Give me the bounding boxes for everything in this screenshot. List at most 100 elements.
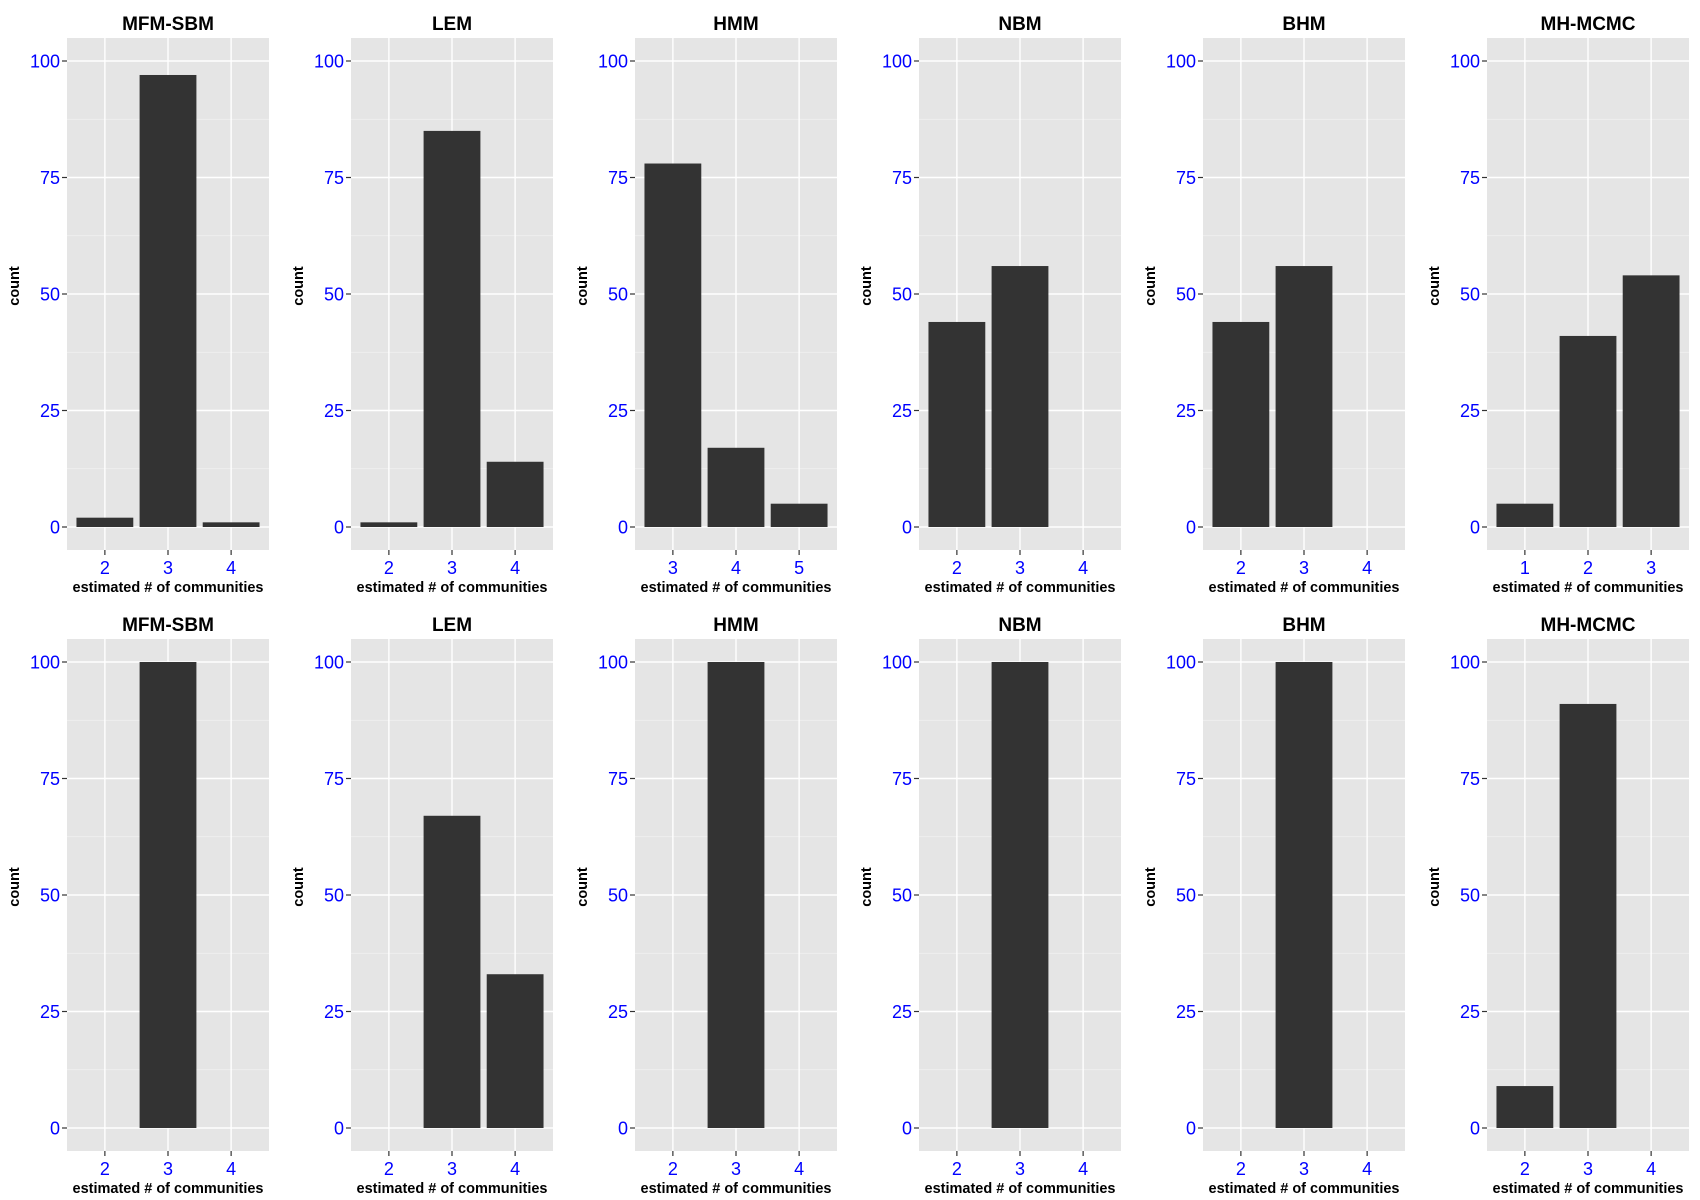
bar-2: [1496, 1086, 1554, 1128]
y-axis-title: count: [1427, 266, 1443, 306]
y-tick-label: 0: [1186, 1119, 1196, 1139]
y-tick-label: 0: [1470, 1119, 1480, 1139]
y-tick-label: 100: [1166, 653, 1196, 673]
x-tick-label: 2: [384, 1159, 394, 1179]
panel-title: MFM-SBM: [122, 615, 214, 636]
y-tick-label: 50: [1460, 285, 1480, 305]
x-tick-label: 2: [952, 558, 962, 578]
x-axis-title: estimated # of communities: [357, 1181, 548, 1197]
y-axis-title: count: [575, 266, 591, 306]
bar-3: [991, 266, 1049, 527]
y-tick-label: 75: [1460, 168, 1480, 188]
y-axis-title: count: [575, 867, 591, 907]
y-tick-label: 25: [608, 401, 628, 421]
x-tick-label: 4: [794, 1159, 804, 1179]
y-axis-title: count: [1143, 867, 1159, 907]
panel-title: NBM: [998, 14, 1041, 35]
y-tick-label: 75: [1176, 168, 1196, 188]
y-tick-label: 75: [892, 168, 912, 188]
y-tick-label: 50: [40, 285, 60, 305]
x-tick-label: 2: [952, 1159, 962, 1179]
bar-3: [1275, 662, 1333, 1128]
bar-3: [139, 662, 197, 1128]
x-tick-label: 2: [1236, 558, 1246, 578]
y-tick-label: 50: [1176, 285, 1196, 305]
x-axis-title: estimated # of communities: [1493, 1181, 1684, 1197]
x-tick-label: 4: [510, 1159, 520, 1179]
y-tick-label: 50: [892, 886, 912, 906]
y-tick-label: 25: [892, 401, 912, 421]
y-tick-label: 25: [1176, 1002, 1196, 1022]
y-tick-label: 0: [618, 518, 628, 538]
x-tick-label: 3: [668, 558, 678, 578]
x-tick-label: 3: [731, 1159, 741, 1179]
x-tick-label: 2: [668, 1159, 678, 1179]
y-tick-label: 75: [324, 769, 344, 789]
x-axis-title: estimated # of communities: [73, 580, 264, 596]
y-tick-label: 25: [324, 1002, 344, 1022]
y-axis-title: count: [7, 266, 23, 306]
x-tick-label: 3: [163, 1159, 173, 1179]
panel-title: HMM: [713, 615, 758, 636]
x-axis-title: estimated # of communities: [1209, 1181, 1400, 1197]
panel-8: 0 25 50 75 100 2 3 4 LEM estimated # of communiti…: [291, 615, 553, 1197]
x-tick-label: 1: [1520, 558, 1530, 578]
y-tick-label: 50: [892, 285, 912, 305]
x-tick-label: 4: [1078, 1159, 1088, 1179]
y-tick-label: 100: [598, 52, 628, 72]
y-tick-label: 75: [40, 168, 60, 188]
panel-7: 0 25 50 75 100 2 3 4 MFM-SBM estimated # of commu…: [7, 615, 269, 1197]
y-tick-label: 75: [608, 769, 628, 789]
y-tick-label: 75: [40, 769, 60, 789]
x-tick-label: 3: [1015, 1159, 1025, 1179]
bar-3: [139, 74, 197, 527]
y-tick-label: 50: [608, 285, 628, 305]
x-axis-title: estimated # of communities: [925, 1181, 1116, 1197]
x-tick-label: 4: [1646, 1159, 1656, 1179]
y-tick-label: 0: [334, 1119, 344, 1139]
bar-3: [991, 662, 1049, 1128]
x-tick-label: 2: [1236, 1159, 1246, 1179]
panel-title: BHM: [1282, 615, 1325, 636]
y-tick-label: 25: [40, 401, 60, 421]
y-tick-label: 100: [1450, 653, 1480, 673]
x-axis-title: estimated # of communities: [1493, 580, 1684, 596]
bar-2: [360, 522, 418, 527]
bar-4: [486, 461, 544, 527]
y-tick-label: 75: [1176, 769, 1196, 789]
y-tick-label: 0: [618, 1119, 628, 1139]
panel-1: 0 25 50 75 100 2 3 4 MFM-SBM estimated # of commu…: [7, 14, 269, 596]
x-tick-label: 4: [731, 558, 741, 578]
x-tick-label: 2: [384, 558, 394, 578]
y-tick-label: 100: [1450, 52, 1480, 72]
panel-5: 0 25 50 75 100 2 3 4 BHM estimated # of communiti…: [1143, 14, 1405, 596]
y-tick-label: 75: [892, 769, 912, 789]
x-tick-label: 4: [1362, 558, 1372, 578]
x-tick-label: 5: [794, 558, 804, 578]
y-tick-label: 0: [1186, 518, 1196, 538]
panel-12: 0 25 50 75 100 2 3 4 MH-MCMC estimated # of commu…: [1427, 615, 1689, 1197]
y-tick-label: 0: [1470, 518, 1480, 538]
x-axis-title: estimated # of communities: [73, 1181, 264, 1197]
x-tick-label: 4: [1362, 1159, 1372, 1179]
x-tick-label: 4: [510, 558, 520, 578]
y-tick-label: 100: [314, 653, 344, 673]
y-tick-label: 25: [892, 1002, 912, 1022]
bar-3: [1559, 703, 1617, 1128]
panel-title: BHM: [1282, 14, 1325, 35]
bar-3: [423, 130, 481, 527]
x-tick-label: 3: [447, 558, 457, 578]
y-tick-label: 50: [324, 285, 344, 305]
panel-6: 0 25 50 75 100 1 2 3 MH-MCMC estimated # of commu…: [1427, 14, 1689, 596]
y-tick-label: 0: [50, 518, 60, 538]
y-axis-title: count: [7, 867, 23, 907]
x-tick-label: 4: [226, 1159, 236, 1179]
panel-title: HMM: [713, 14, 758, 35]
y-tick-label: 100: [598, 653, 628, 673]
x-axis-title: estimated # of communities: [1209, 580, 1400, 596]
bar-3: [644, 163, 702, 527]
y-axis-title: count: [859, 867, 875, 907]
y-tick-label: 25: [1460, 1002, 1480, 1022]
bar-3: [707, 662, 765, 1128]
